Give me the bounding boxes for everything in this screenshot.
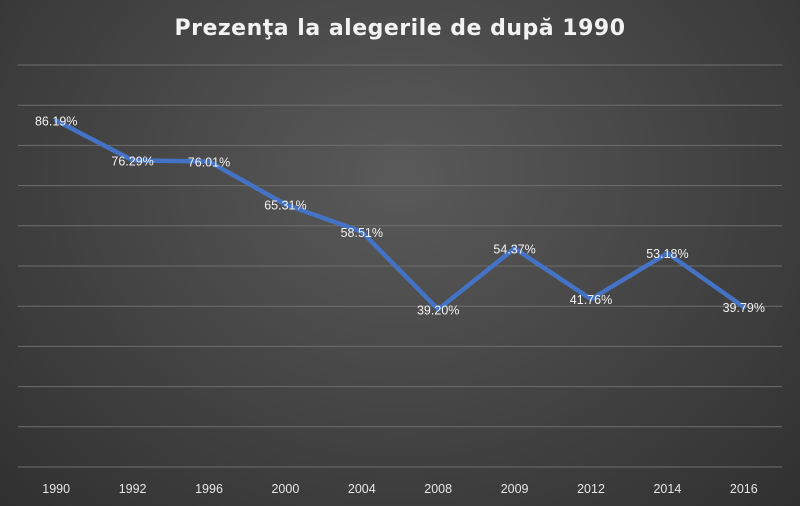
data-label: 76.01% xyxy=(188,155,230,169)
x-tick-label: 2012 xyxy=(577,482,605,496)
x-tick-label: 2004 xyxy=(348,482,376,496)
chart-title: Prezenţa la alegerile de după 1990 xyxy=(174,16,626,41)
series-line xyxy=(53,118,747,312)
data-label: 58.51% xyxy=(341,226,383,240)
x-tick-label: 1992 xyxy=(119,482,147,496)
x-tick-label: 2000 xyxy=(271,482,299,496)
x-tick-label: 2009 xyxy=(501,482,529,496)
data-label: 41.76% xyxy=(570,293,612,307)
data-label: 65.31% xyxy=(264,198,306,212)
data-label: 76.29% xyxy=(111,154,153,168)
data-label: 54.37% xyxy=(493,242,535,256)
x-tick-label: 1996 xyxy=(195,482,223,496)
data-label: 39.79% xyxy=(723,301,765,315)
x-tick-label: 2016 xyxy=(730,482,758,496)
x-tick-label: 2014 xyxy=(653,482,681,496)
data-label: 86.19% xyxy=(35,115,77,129)
x-tick-label: 2008 xyxy=(424,482,452,496)
data-label: 39.20% xyxy=(417,303,459,317)
data-label: 53.18% xyxy=(646,247,688,261)
x-tick-label: 1990 xyxy=(42,482,70,496)
